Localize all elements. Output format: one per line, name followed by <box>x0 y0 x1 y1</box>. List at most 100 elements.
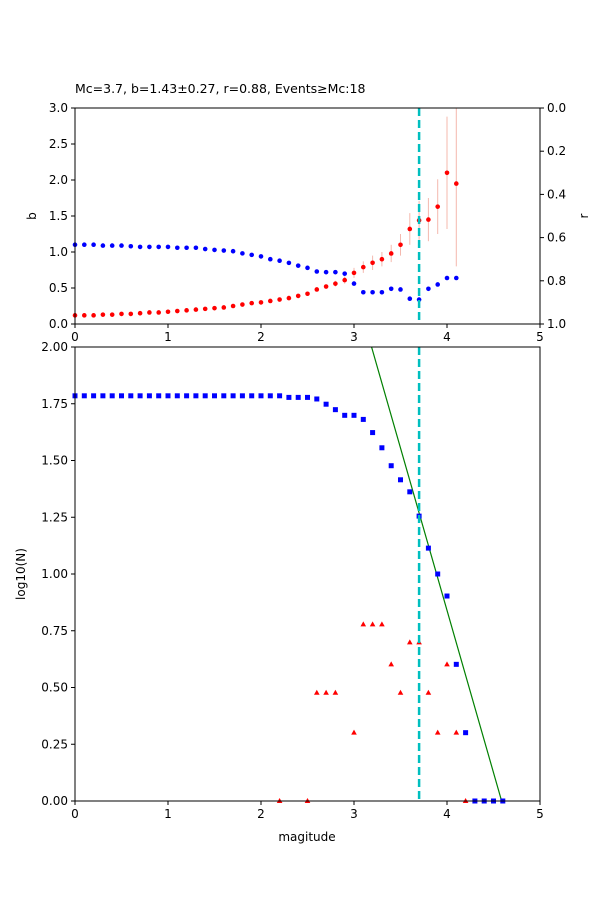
y-tick-label: 2.5 <box>49 137 68 151</box>
r-value-point <box>295 263 301 268</box>
top-y-axis-label: b <box>25 212 39 220</box>
cumulative-point <box>305 394 310 400</box>
y-right-tick-label: 0.2 <box>547 144 566 158</box>
cumulative-point <box>137 393 143 399</box>
r-value-point <box>156 244 161 250</box>
noncumulative-point <box>434 729 441 735</box>
r-value-point <box>202 246 208 252</box>
r-value-point <box>435 282 441 287</box>
cumulative-point <box>156 393 162 399</box>
y-tick-label: 2.00 <box>41 340 68 354</box>
y-tick-label: 0.50 <box>41 681 68 695</box>
cumulative-point <box>109 393 115 399</box>
b-value-point <box>258 300 264 305</box>
b-value-point <box>91 313 96 318</box>
x-tick-label: 4 <box>443 807 451 821</box>
x-tick-label: 2 <box>257 330 265 344</box>
noncumulative-point <box>360 621 367 627</box>
cumulative-point <box>314 396 320 402</box>
cumulative-point <box>295 394 301 400</box>
b-value-point <box>202 306 208 312</box>
r-value-point <box>305 265 310 271</box>
b-value-point <box>137 310 143 316</box>
cumulative-point <box>100 393 106 399</box>
noncumulative-point <box>379 621 385 627</box>
bottom-x-axis-label: magitude <box>278 830 335 844</box>
b-value-point <box>295 293 301 299</box>
cumulative-point <box>388 463 394 469</box>
cumulative-point <box>277 393 283 399</box>
b-value-point <box>147 310 152 315</box>
b-value-point <box>323 284 329 289</box>
r-value-point <box>268 256 273 262</box>
b-value-point <box>426 217 431 222</box>
y-tick-label: 1.00 <box>41 567 68 581</box>
y-right-tick-label: 0.4 <box>547 187 566 201</box>
noncumulative-point <box>425 689 432 695</box>
r-value-point <box>165 244 171 250</box>
y-tick-label: 0.25 <box>41 737 68 751</box>
r-value-point <box>426 286 431 292</box>
r-value-point <box>119 243 124 248</box>
bottom-plot-frame <box>74 346 541 802</box>
r-value-point <box>175 245 180 251</box>
b-value-point <box>240 302 245 307</box>
x-tick-label: 1 <box>164 807 172 821</box>
cumulative-point <box>435 571 441 577</box>
r-value-point <box>249 252 254 258</box>
y-right-tick-label: 0.6 <box>547 231 566 245</box>
b-value-point <box>175 308 180 314</box>
r-value-point <box>314 269 320 274</box>
r-value-point <box>193 245 199 251</box>
b-value-point <box>128 311 134 317</box>
r-value-point <box>91 242 96 248</box>
y-tick-label: 3.0 <box>49 101 68 115</box>
r-value-point <box>128 243 134 249</box>
r-value-point <box>407 296 413 302</box>
cumulative-point <box>165 393 171 399</box>
b-value-point <box>249 300 254 306</box>
noncumulative-point <box>444 661 450 667</box>
r-value-point <box>444 275 450 281</box>
cumulative-point <box>91 393 97 399</box>
b-value-point <box>193 307 199 312</box>
b-value-plot: 0 1 2 3 4 5 0.0 0.5 1.0 1.5 2.0 2.5 3.0 0.0 0.2 0.4 0.6 0… <box>49 101 566 344</box>
top-y-right-axis-label: r <box>577 213 591 218</box>
b-value-point <box>119 311 124 317</box>
noncumulative-point <box>314 689 320 695</box>
b-value-point <box>100 312 106 317</box>
cumulative-point <box>332 407 338 413</box>
x-tick-label: 2 <box>257 807 265 821</box>
r-value-point <box>323 269 329 275</box>
r-value-point <box>258 254 264 259</box>
r-value-point <box>109 243 115 248</box>
cumulative-point <box>202 393 208 399</box>
b-value-point <box>314 287 320 292</box>
r-value-point <box>351 281 357 286</box>
noncumulative-point <box>323 689 329 695</box>
cumulative-point <box>463 730 469 736</box>
x-tick-label: 5 <box>536 330 544 344</box>
x-tick-label: 4 <box>443 330 451 344</box>
cumulative-point <box>184 393 190 399</box>
cumulative-point <box>360 416 366 422</box>
cumulative-point <box>128 393 134 399</box>
y-right-tick-label: 1.0 <box>547 317 566 331</box>
b-value-point <box>184 308 189 313</box>
noncumulative-point <box>332 689 339 695</box>
cumulative-point <box>407 489 413 495</box>
cumulative-point <box>342 412 348 418</box>
r-value-point <box>221 248 227 253</box>
cumulative-point <box>351 412 357 418</box>
b-value-point <box>109 312 115 317</box>
b-value-point <box>212 305 217 311</box>
b-value-point <box>221 305 227 310</box>
y-right-tick-label: 0.8 <box>547 274 566 288</box>
r-value-point <box>147 244 152 250</box>
cumulative-point <box>398 477 403 483</box>
b-value-point <box>230 303 236 309</box>
x-tick-label: 0 <box>71 807 79 821</box>
b-value-point <box>342 277 348 283</box>
b-value-point <box>351 270 357 276</box>
